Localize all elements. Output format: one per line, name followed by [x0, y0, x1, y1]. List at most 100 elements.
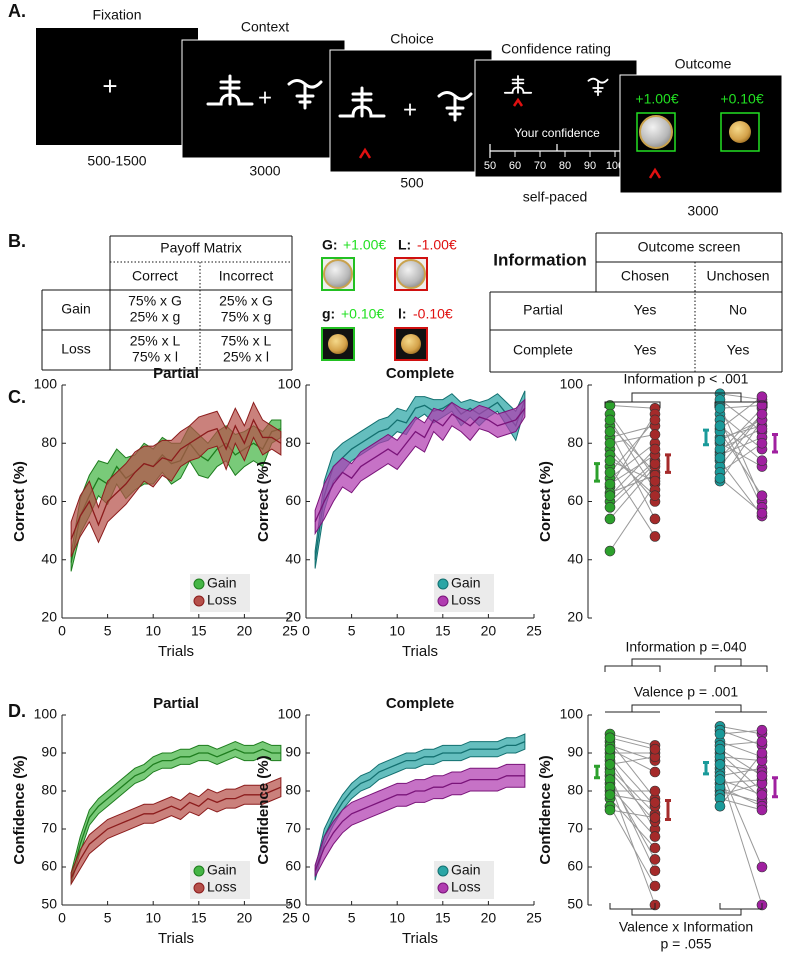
chart-title: Complete	[386, 695, 454, 712]
table-cell: 75% x l	[132, 349, 178, 365]
screen	[181, 39, 346, 159]
subject-dot	[649, 513, 661, 525]
y-tick-label: 100	[560, 706, 584, 722]
outcome-box	[636, 112, 676, 152]
subject-line	[609, 434, 656, 444]
legend-label: Loss	[451, 879, 481, 895]
error-band	[314, 733, 526, 881]
subject-dot	[714, 759, 726, 770]
subject-line	[719, 756, 763, 762]
x-tick-label: 5	[348, 623, 356, 639]
subject-line	[719, 741, 763, 758]
subject-line	[719, 431, 763, 496]
legend-swatch	[437, 865, 449, 877]
subject-line	[609, 413, 656, 488]
x-tick-label: 15	[191, 910, 207, 926]
scale-value: 80	[559, 160, 571, 172]
y-tick-label: 20	[41, 609, 57, 625]
annotation: Information p =.040	[625, 639, 746, 655]
table-cell: 75% x g	[221, 309, 272, 325]
confidence-scale: Your confidence 50 60 70 80 90 100	[484, 126, 620, 172]
subject-dot	[649, 812, 661, 823]
mean-error-bar	[772, 776, 778, 799]
subject-line	[719, 779, 763, 796]
y-tick-label: 50	[285, 896, 301, 912]
table-cell: 25% x l	[223, 349, 269, 365]
table-rule	[41, 235, 293, 371]
subject-line	[719, 428, 763, 450]
column-header: Correct	[132, 268, 178, 284]
subject-line	[719, 442, 763, 473]
subject-line	[609, 809, 656, 819]
y-tick-label: 100	[278, 376, 302, 392]
subject-line	[609, 733, 656, 746]
subject-dot	[604, 502, 616, 513]
subject-dot	[756, 736, 768, 747]
subject-dot	[604, 732, 616, 744]
screen-title: Confidence rating	[501, 41, 611, 57]
subject-line	[609, 425, 656, 438]
screen-title: Choice	[390, 31, 434, 47]
subject-line	[719, 741, 763, 746]
annotation: Valence p = .001	[634, 684, 739, 700]
subject-line	[609, 760, 656, 830]
y-tick-label: 80	[285, 434, 301, 450]
coin-value: -0.10€	[413, 306, 453, 322]
screen	[36, 28, 198, 145]
x-tick-label: 25	[282, 623, 298, 639]
subject-dot	[714, 452, 726, 464]
column-header: Incorrect	[219, 268, 274, 284]
subject-line	[609, 805, 656, 887]
coin-key: L:	[398, 237, 411, 253]
y-tick-label: 40	[285, 550, 301, 566]
y-tick-label: 100	[34, 376, 58, 392]
x-tick-label: 5	[104, 910, 112, 926]
subject-dot	[714, 420, 726, 432]
subject-dot	[649, 831, 661, 842]
screen-duration: 500-1500	[87, 153, 146, 169]
subject-dot	[756, 437, 768, 449]
subject-dot	[714, 743, 726, 755]
x-tick-label: 15	[191, 623, 207, 639]
x-tick-label: 10	[145, 910, 161, 926]
y-tick-label: 60	[567, 492, 583, 508]
fixation-cross: +	[102, 71, 117, 101]
legend-label: Loss	[451, 592, 481, 608]
subject-dot	[649, 842, 661, 854]
coin-value: -1.00€	[417, 237, 457, 253]
y-tick-label: 60	[41, 858, 57, 874]
subject-line	[719, 442, 763, 467]
legend-label: Gain	[451, 862, 481, 878]
series-line	[314, 399, 526, 560]
subject-line	[609, 756, 656, 807]
coin-value: +1.00€	[343, 237, 386, 253]
x-tick-label: 15	[435, 623, 451, 639]
table-title: Information	[493, 250, 587, 269]
subject-dot	[756, 861, 768, 873]
subject-line	[719, 798, 763, 811]
choice-caret	[358, 147, 372, 159]
subject-line	[719, 413, 763, 450]
legend-swatch	[437, 882, 449, 894]
screen	[329, 49, 493, 173]
screen	[474, 59, 638, 178]
y-tick-label: 40	[567, 550, 583, 566]
subject-dot	[649, 865, 661, 877]
x-tick-label: 0	[58, 910, 66, 926]
bracket	[609, 903, 763, 916]
y-tick-label: 80	[567, 434, 583, 450]
mean-error-bar	[594, 462, 600, 483]
coin	[396, 259, 426, 289]
subject-dot	[649, 443, 661, 455]
subject-line	[609, 463, 656, 508]
legend-label: Loss	[207, 592, 237, 608]
y-tick-label: 50	[41, 896, 57, 912]
coin-value: +0.10€	[341, 306, 384, 322]
y-tick-label: 80	[41, 434, 57, 450]
subject-line	[609, 448, 656, 497]
subject-line	[719, 413, 763, 459]
panel-label: A.	[8, 1, 26, 21]
table-cell: 25% x G	[219, 293, 273, 309]
subject-line	[719, 419, 763, 482]
subject-line	[609, 431, 656, 520]
